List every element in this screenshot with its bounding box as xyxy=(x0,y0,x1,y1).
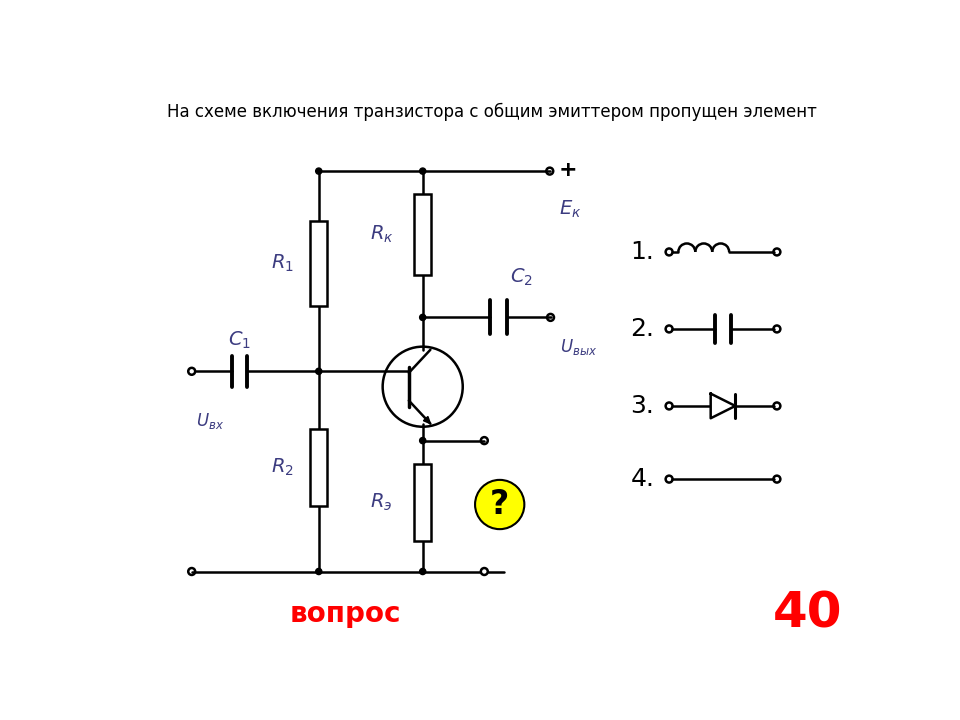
Text: $C_1$: $C_1$ xyxy=(228,330,251,351)
Text: ?: ? xyxy=(490,488,510,521)
Circle shape xyxy=(420,168,426,174)
Bar xyxy=(414,464,431,541)
Bar xyxy=(310,221,327,306)
Text: $R_1$: $R_1$ xyxy=(271,253,294,274)
Text: 2.: 2. xyxy=(631,317,655,341)
Text: 1.: 1. xyxy=(631,240,655,264)
Polygon shape xyxy=(710,394,735,418)
Polygon shape xyxy=(423,416,430,423)
Text: $U_{вых}$: $U_{вых}$ xyxy=(560,337,597,356)
Text: 3.: 3. xyxy=(631,394,655,418)
Circle shape xyxy=(420,568,426,575)
Bar xyxy=(414,194,431,275)
Text: +: + xyxy=(559,160,578,179)
Text: вопрос: вопрос xyxy=(290,600,401,628)
Circle shape xyxy=(420,438,426,444)
Text: $E_к$: $E_к$ xyxy=(559,199,582,220)
Text: На схеме включения транзистора с общим эмиттером пропущен элемент: На схеме включения транзистора с общим э… xyxy=(167,103,817,121)
Text: $R_э$: $R_э$ xyxy=(370,492,392,513)
Text: 4.: 4. xyxy=(631,467,655,491)
Text: 40: 40 xyxy=(773,590,843,638)
Text: $U_{вх}$: $U_{вх}$ xyxy=(196,411,224,431)
Text: $R_к$: $R_к$ xyxy=(370,224,394,245)
Text: $C_2$: $C_2$ xyxy=(510,266,533,288)
Circle shape xyxy=(475,480,524,529)
Circle shape xyxy=(420,315,426,320)
Circle shape xyxy=(316,368,322,374)
Circle shape xyxy=(316,168,322,174)
Circle shape xyxy=(316,568,322,575)
Bar xyxy=(310,429,327,506)
Text: $R_2$: $R_2$ xyxy=(272,457,294,478)
